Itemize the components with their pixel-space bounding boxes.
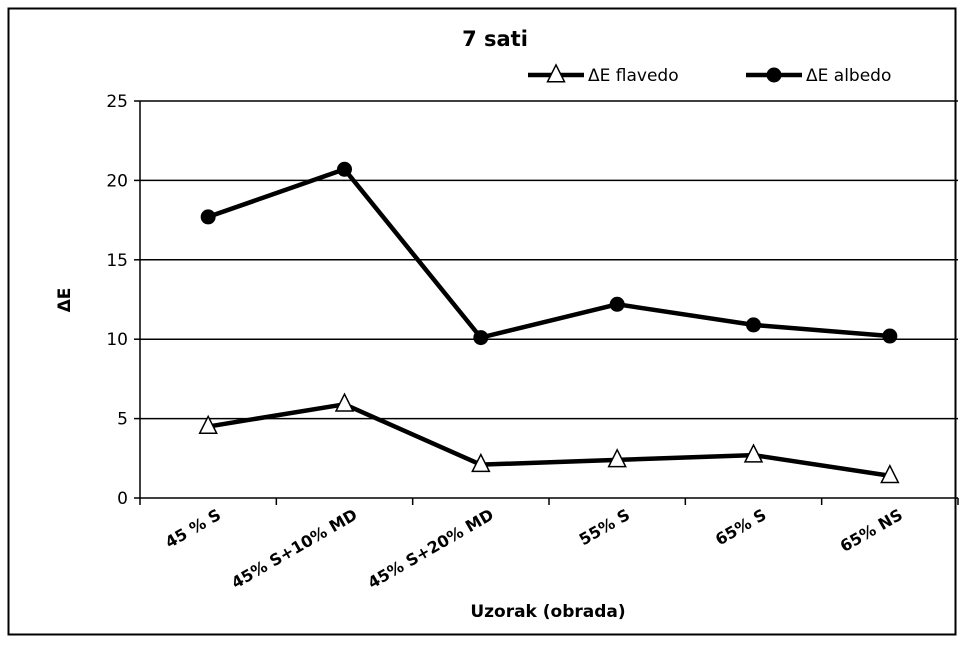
- legend-marker-1: [766, 67, 782, 83]
- data-point-s1-0: [200, 209, 216, 225]
- legend-label-1: ΔE albedo: [806, 66, 891, 86]
- data-point-s0-1: [334, 392, 355, 412]
- y-tick-label-25: 25: [106, 92, 128, 112]
- y-tick-label-10: 10: [106, 330, 128, 350]
- data-point-s0-5: [880, 464, 900, 484]
- series-layer: [198, 161, 900, 484]
- data-point-s1-4: [746, 317, 761, 333]
- y-tick-label-0: 0: [117, 489, 128, 509]
- y-tick-label-20: 20: [106, 171, 128, 191]
- data-point-s0-4: [743, 443, 764, 463]
- x-axis-title: Uzorak (obrada): [470, 602, 625, 622]
- legend: ΔE flavedo ΔE albedo: [528, 63, 891, 86]
- chart-title: 7 sati: [462, 27, 528, 51]
- data-point-s0-3: [607, 448, 627, 468]
- data-point-s1-5: [882, 328, 898, 344]
- y-axis-title: ΔE: [55, 288, 75, 313]
- chart-border: [7, 7, 957, 636]
- legend-label-0: ΔE flavedo: [588, 66, 679, 86]
- legend-marker-0: [546, 63, 566, 83]
- y-tick-label-15: 15: [106, 251, 128, 271]
- y-tick-label-5: 5: [117, 410, 128, 430]
- data-point-s0-2: [471, 452, 491, 473]
- data-point-s0-0: [198, 414, 218, 435]
- series-line-0: [207, 402, 891, 478]
- gridlines: [140, 100, 958, 420]
- series-line-1: [207, 167, 891, 340]
- data-point-s1-1: [337, 161, 352, 177]
- data-point-s1-2: [473, 330, 489, 346]
- data-point-s1-3: [609, 296, 625, 312]
